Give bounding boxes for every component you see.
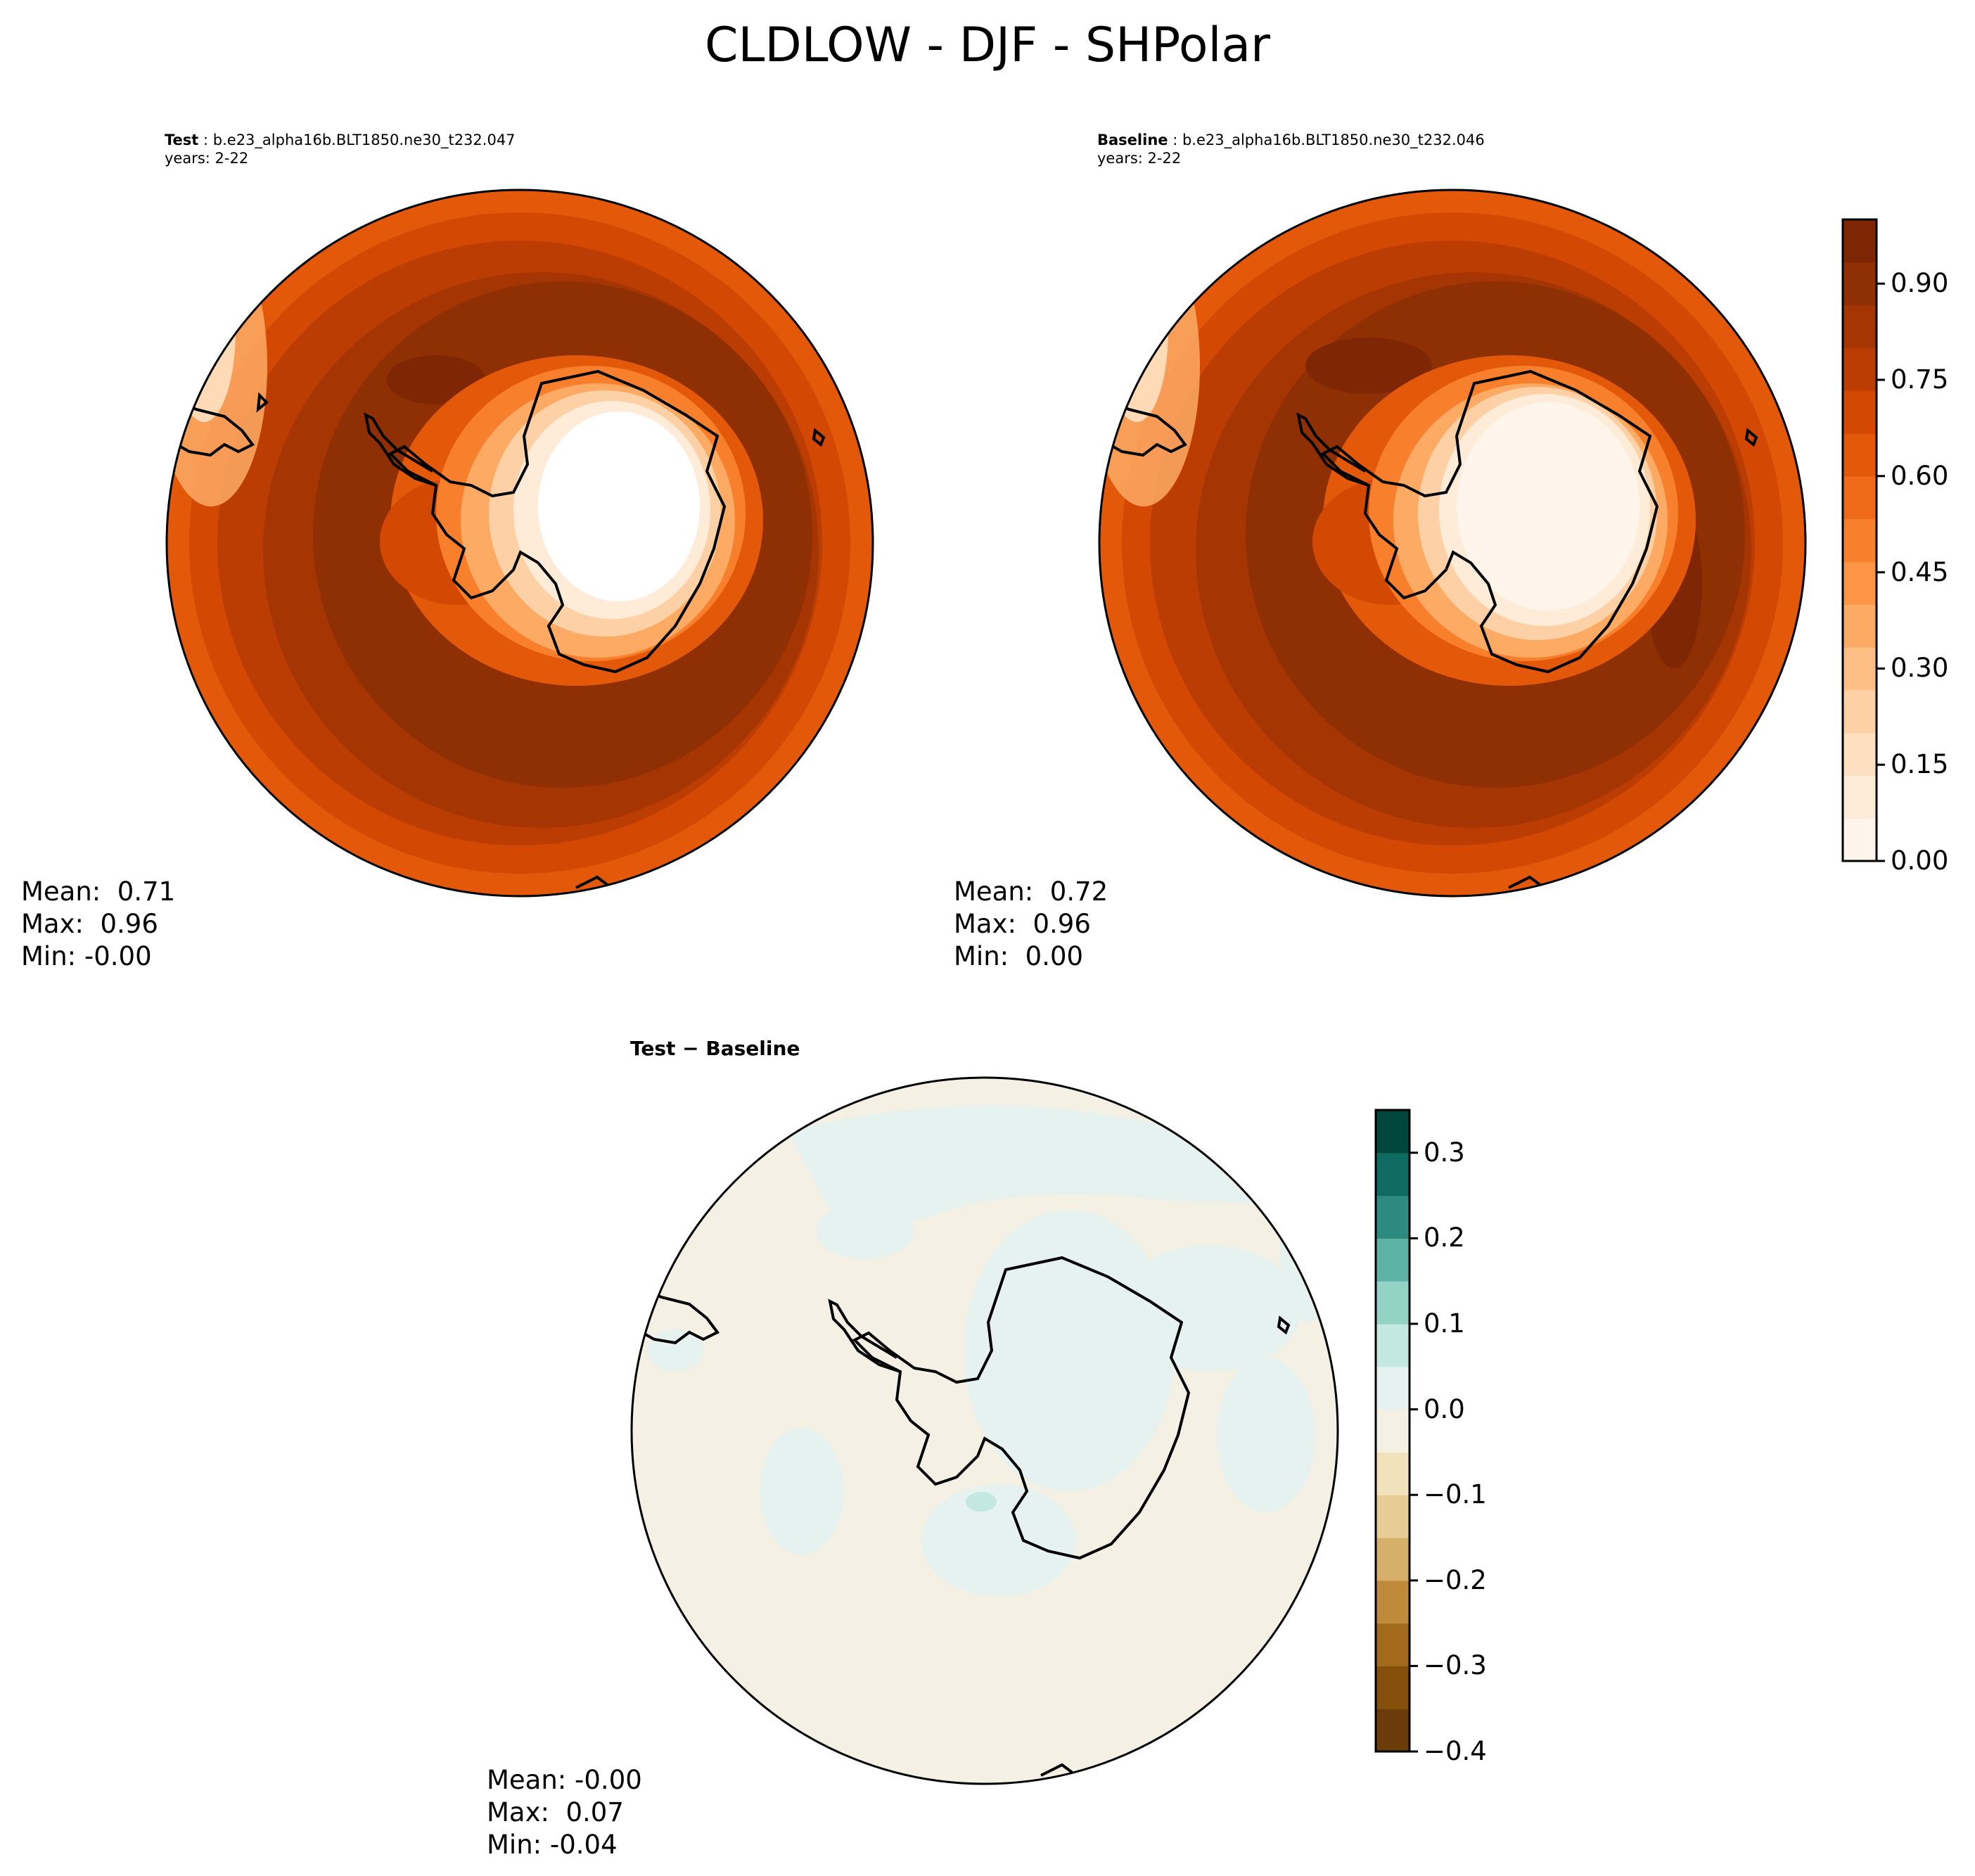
main-colorbar-segment	[1843, 818, 1877, 862]
diff-colorbar-segment	[1376, 1366, 1410, 1410]
test-min: Min: -0.00	[21, 941, 152, 971]
main-colorbar-segment	[1843, 732, 1877, 776]
diff-map-border	[630, 1076, 1339, 1785]
test-map	[167, 190, 873, 896]
test-stats: Mean: 0.71 Max: 0.96 Min: -0.00	[21, 876, 175, 973]
main-colorbar-segment	[1843, 689, 1877, 734]
test-max: Max: 0.96	[21, 909, 158, 939]
diff-colorbar-segment	[1376, 1623, 1410, 1666]
main-colorbar-tick-label: 0.30	[1891, 653, 1949, 684]
main-colorbar-tick-label: 0.15	[1891, 749, 1949, 780]
main-colorbar-segment	[1843, 262, 1877, 306]
main-colorbar-segment	[1843, 647, 1877, 691]
diff-colorbar-border	[1374, 1109, 1411, 1753]
diff-mean: Mean: -0.00	[487, 1765, 642, 1795]
main-colorbar-segment	[1843, 518, 1877, 562]
baseline-min: Min: 0.00	[954, 941, 1084, 971]
main-colorbar-segment	[1843, 561, 1877, 605]
baseline-panel-title: Baseline : b.e23_alpha16b.BLT1850.ne30_t…	[1097, 132, 1485, 167]
main-colorbar-segment	[1843, 476, 1877, 520]
diff-colorbar-segment	[1376, 1152, 1410, 1197]
diff-colorbar-tick-label: −0.3	[1424, 1650, 1487, 1681]
main-colorbar-segment	[1843, 305, 1877, 348]
test-panel-title: Test : b.e23_alpha16b.BLT1850.ne30_t232.…	[165, 132, 516, 167]
main-colorbar	[1841, 218, 1885, 862]
diff-colorbar-segment	[1376, 1409, 1410, 1453]
main-colorbar-tick-label: 0.45	[1891, 556, 1949, 587]
diff-colorbar-segment	[1376, 1324, 1410, 1367]
diff-colorbar-tick-label: 0.2	[1424, 1223, 1465, 1253]
diff-colorbar-segment	[1376, 1238, 1410, 1282]
diff-colorbar-segment	[1376, 1195, 1410, 1239]
test-mean: Mean: 0.71	[21, 876, 176, 907]
main-colorbar-segment	[1843, 433, 1877, 477]
baseline-map	[1099, 190, 1805, 896]
diff-colorbar	[1374, 1109, 1418, 1753]
diff-colorbar-tick-label: 0.0	[1424, 1393, 1465, 1424]
diff-colorbar-segment	[1376, 1281, 1410, 1325]
diff-colorbar-segment	[1376, 1495, 1410, 1538]
diff-colorbar-tick-label: 0.3	[1424, 1137, 1465, 1168]
baseline-case-name: b.e23_alpha16b.BLT1850.ne30_t232.046	[1182, 132, 1485, 148]
test-label: Test	[165, 132, 199, 148]
baseline-years: years: 2-22	[1097, 150, 1182, 167]
diff-colorbar-tick-label: −0.2	[1424, 1564, 1487, 1595]
test-years: years: 2-22	[165, 150, 249, 167]
main-colorbar-border	[1841, 218, 1878, 862]
test-case-name: b.e23_alpha16b.BLT1850.ne30_t232.047	[212, 132, 516, 148]
diff-colorbar-tick-label: −0.1	[1424, 1479, 1487, 1510]
diff-min: Min: -0.04	[487, 1830, 618, 1860]
diff-colorbar-segment	[1376, 1110, 1410, 1154]
diff-title-left: Test	[630, 1037, 676, 1060]
baseline-map-border	[1098, 189, 1807, 898]
baseline-stats: Mean: 0.72 Max: 0.96 Min: 0.00	[954, 876, 1108, 973]
diff-max: Max: 0.07	[487, 1797, 624, 1827]
diff-colorbar-tick-label: −0.4	[1424, 1736, 1487, 1766]
diff-colorbar-segment	[1376, 1709, 1410, 1752]
diff-colorbar-segment	[1376, 1580, 1410, 1624]
diff-colorbar-segment	[1376, 1666, 1410, 1709]
diff-colorbar-tick-label: 0.1	[1424, 1308, 1465, 1339]
main-colorbar-segment	[1843, 775, 1877, 819]
diff-panel-title: Test − Baseline	[630, 1037, 800, 1060]
main-colorbar-segment	[1843, 219, 1877, 263]
main-colorbar-tick-label: 0.00	[1891, 846, 1949, 876]
baseline-max: Max: 0.96	[954, 909, 1091, 939]
diff-title-right: Baseline	[705, 1037, 800, 1060]
baseline-mean: Mean: 0.72	[954, 876, 1108, 907]
baseline-label: Baseline	[1097, 132, 1168, 148]
main-colorbar-tick-label: 0.60	[1891, 460, 1949, 491]
test-map-border	[165, 189, 874, 898]
main-colorbar-segment	[1843, 604, 1877, 648]
diff-map	[632, 1078, 1338, 1784]
figure-title: CLDLOW - DJF - SHPolar	[704, 18, 1270, 73]
diff-colorbar-segment	[1376, 1452, 1410, 1495]
main-colorbar-tick-label: 0.75	[1891, 364, 1949, 395]
diff-colorbar-segment	[1376, 1538, 1410, 1581]
main-colorbar-segment	[1843, 347, 1877, 391]
diff-stats: Mean: -0.00 Max: 0.07 Min: -0.04	[487, 1764, 642, 1861]
main-colorbar-segment	[1843, 390, 1877, 434]
main-colorbar-tick-label: 0.90	[1891, 268, 1949, 299]
